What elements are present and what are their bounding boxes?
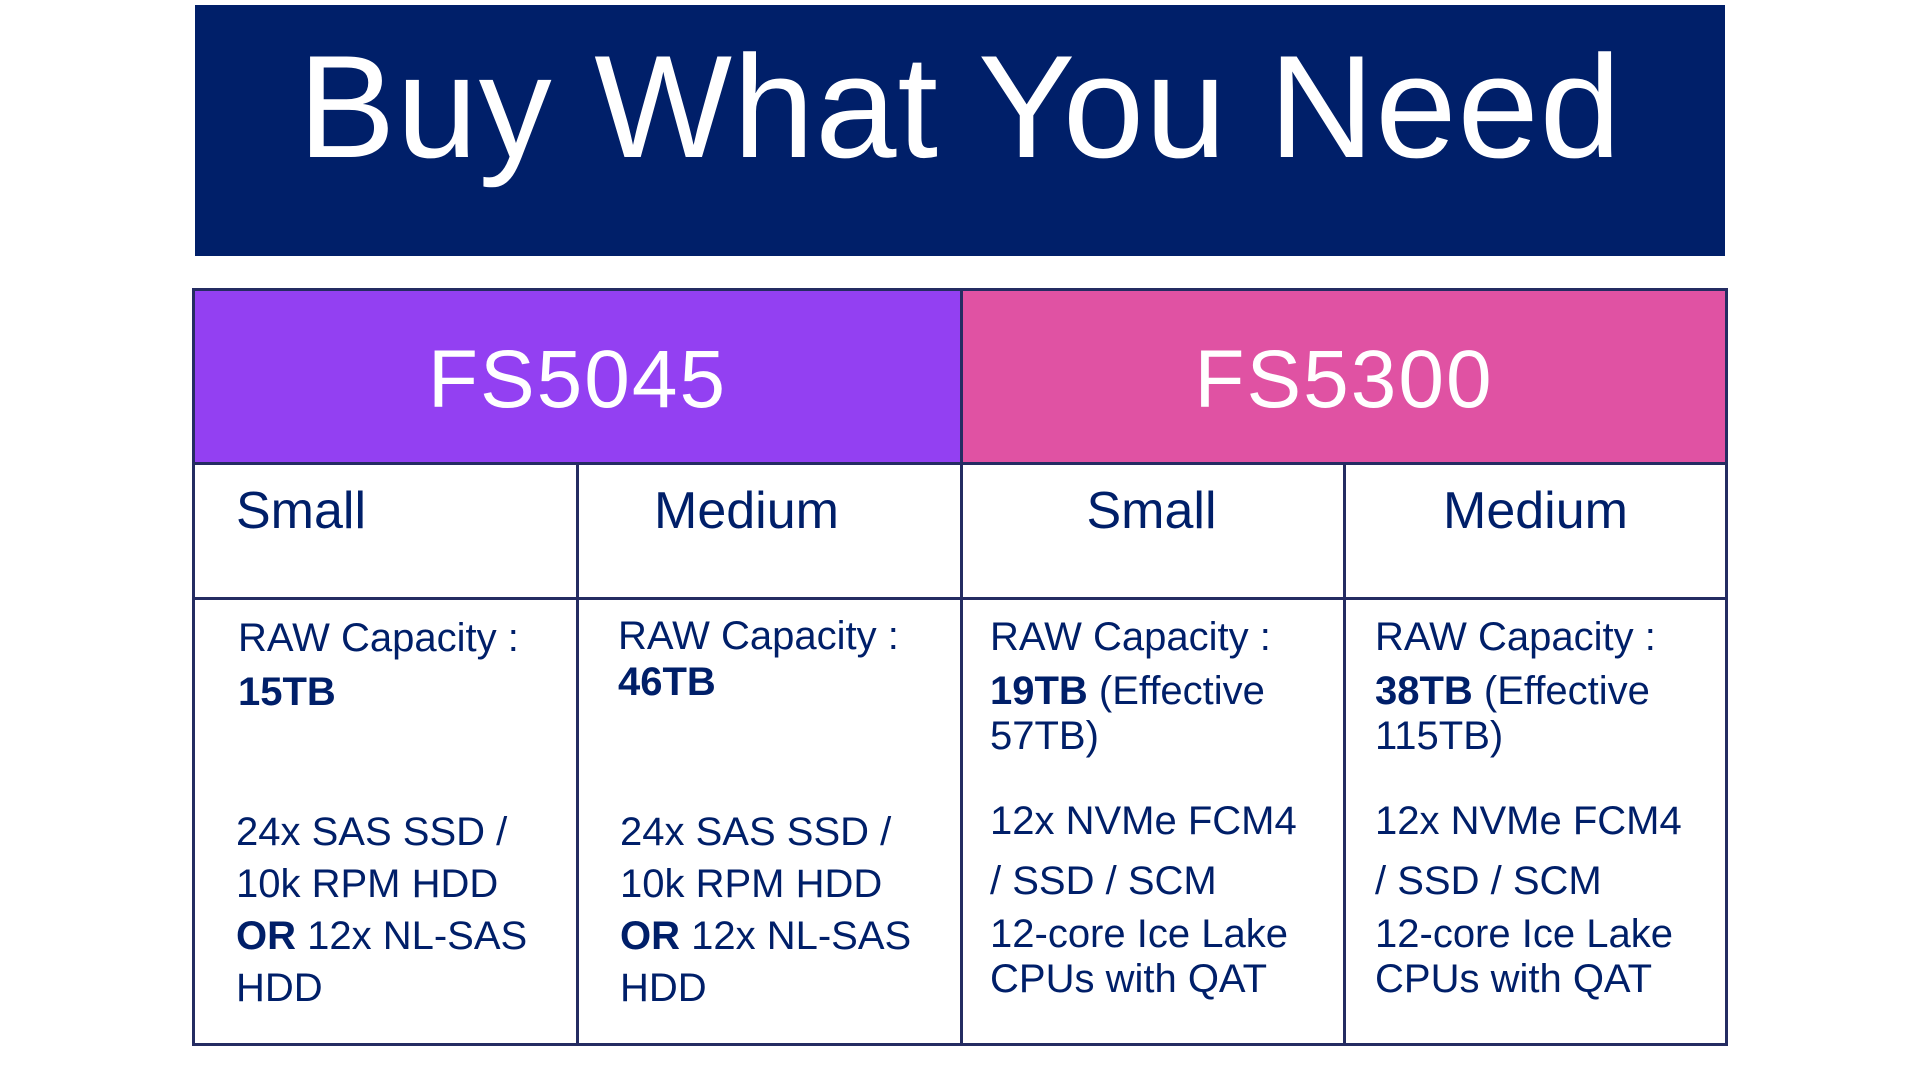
effective-capacity: (Effective <box>1087 669 1265 713</box>
tier-header-fs5300-medium <box>1343 462 1728 600</box>
tier-header-fs5045-medium <box>576 462 960 600</box>
config-line: 10k RPM HDD <box>236 862 499 906</box>
spec-cell-fs5300-small <box>960 597 1343 1046</box>
config-line: 10k RPM HDD <box>620 862 883 906</box>
raw-capacity-value: 46TB <box>618 660 716 704</box>
config-line: CPUs with QAT <box>990 957 1268 1001</box>
tier-label: Medium <box>1443 482 1628 540</box>
raw-capacity-label: RAW Capacity : <box>1375 615 1656 659</box>
tier-label: Small <box>1086 482 1217 540</box>
model-name: FS5300 <box>1194 334 1494 425</box>
raw-capacity-label: RAW Capacity : <box>990 615 1271 659</box>
config-or: OR <box>236 914 296 958</box>
tier-header-fs5045-small <box>192 462 576 600</box>
config-line: 12-core Ice Lake <box>990 912 1288 956</box>
comparison-table: FS5045 FS5300 Small Medium Small Medium … <box>192 288 1728 1046</box>
effective-capacity: 57TB) <box>990 714 1099 758</box>
config-or: OR <box>620 914 680 958</box>
page-title: Buy What You Need <box>298 25 1622 188</box>
spec-cell-fs5045-medium <box>576 597 960 1046</box>
config-line: HDD <box>236 966 323 1010</box>
config-line: 12x NL-SAS <box>296 914 528 958</box>
raw-capacity-value: 38TB <box>1375 669 1473 713</box>
tier-header-fs5300-small <box>960 462 1343 600</box>
config-line: 12x NL-SAS <box>680 914 912 958</box>
model-header-fs5300: FS5300 <box>960 288 1728 465</box>
effective-capacity: 115TB) <box>1375 714 1504 758</box>
tier-label: Small <box>236 482 367 540</box>
raw-capacity-value: 15TB <box>238 670 336 714</box>
config-line: 12-core Ice Lake <box>1375 912 1673 956</box>
config-line: CPUs with QAT <box>1375 957 1653 1001</box>
raw-capacity-value: 19TB <box>990 669 1088 713</box>
effective-capacity: (Effective <box>1472 669 1650 713</box>
spec-cell-fs5300-medium <box>1343 597 1728 1046</box>
config-line: 24x SAS SSD / <box>236 810 508 854</box>
model-header-fs5045: FS5045 <box>192 288 960 465</box>
tier-label: Medium <box>654 482 839 540</box>
model-name: FS5045 <box>427 334 728 425</box>
config-line: / SSD / SCM <box>990 859 1217 903</box>
title-banner: Buy What You Need <box>195 5 1725 256</box>
raw-capacity-label: RAW Capacity : <box>238 616 519 660</box>
spec-cell-fs5045-small <box>192 597 576 1046</box>
raw-capacity-label: RAW Capacity : <box>618 614 899 658</box>
config-line: 12x NVMe FCM4 <box>1375 799 1682 843</box>
config-line: / SSD / SCM <box>1375 859 1602 903</box>
config-line: 24x SAS SSD / <box>620 810 892 854</box>
config-line: 12x NVMe FCM4 <box>990 799 1297 843</box>
config-line: HDD <box>620 966 707 1010</box>
